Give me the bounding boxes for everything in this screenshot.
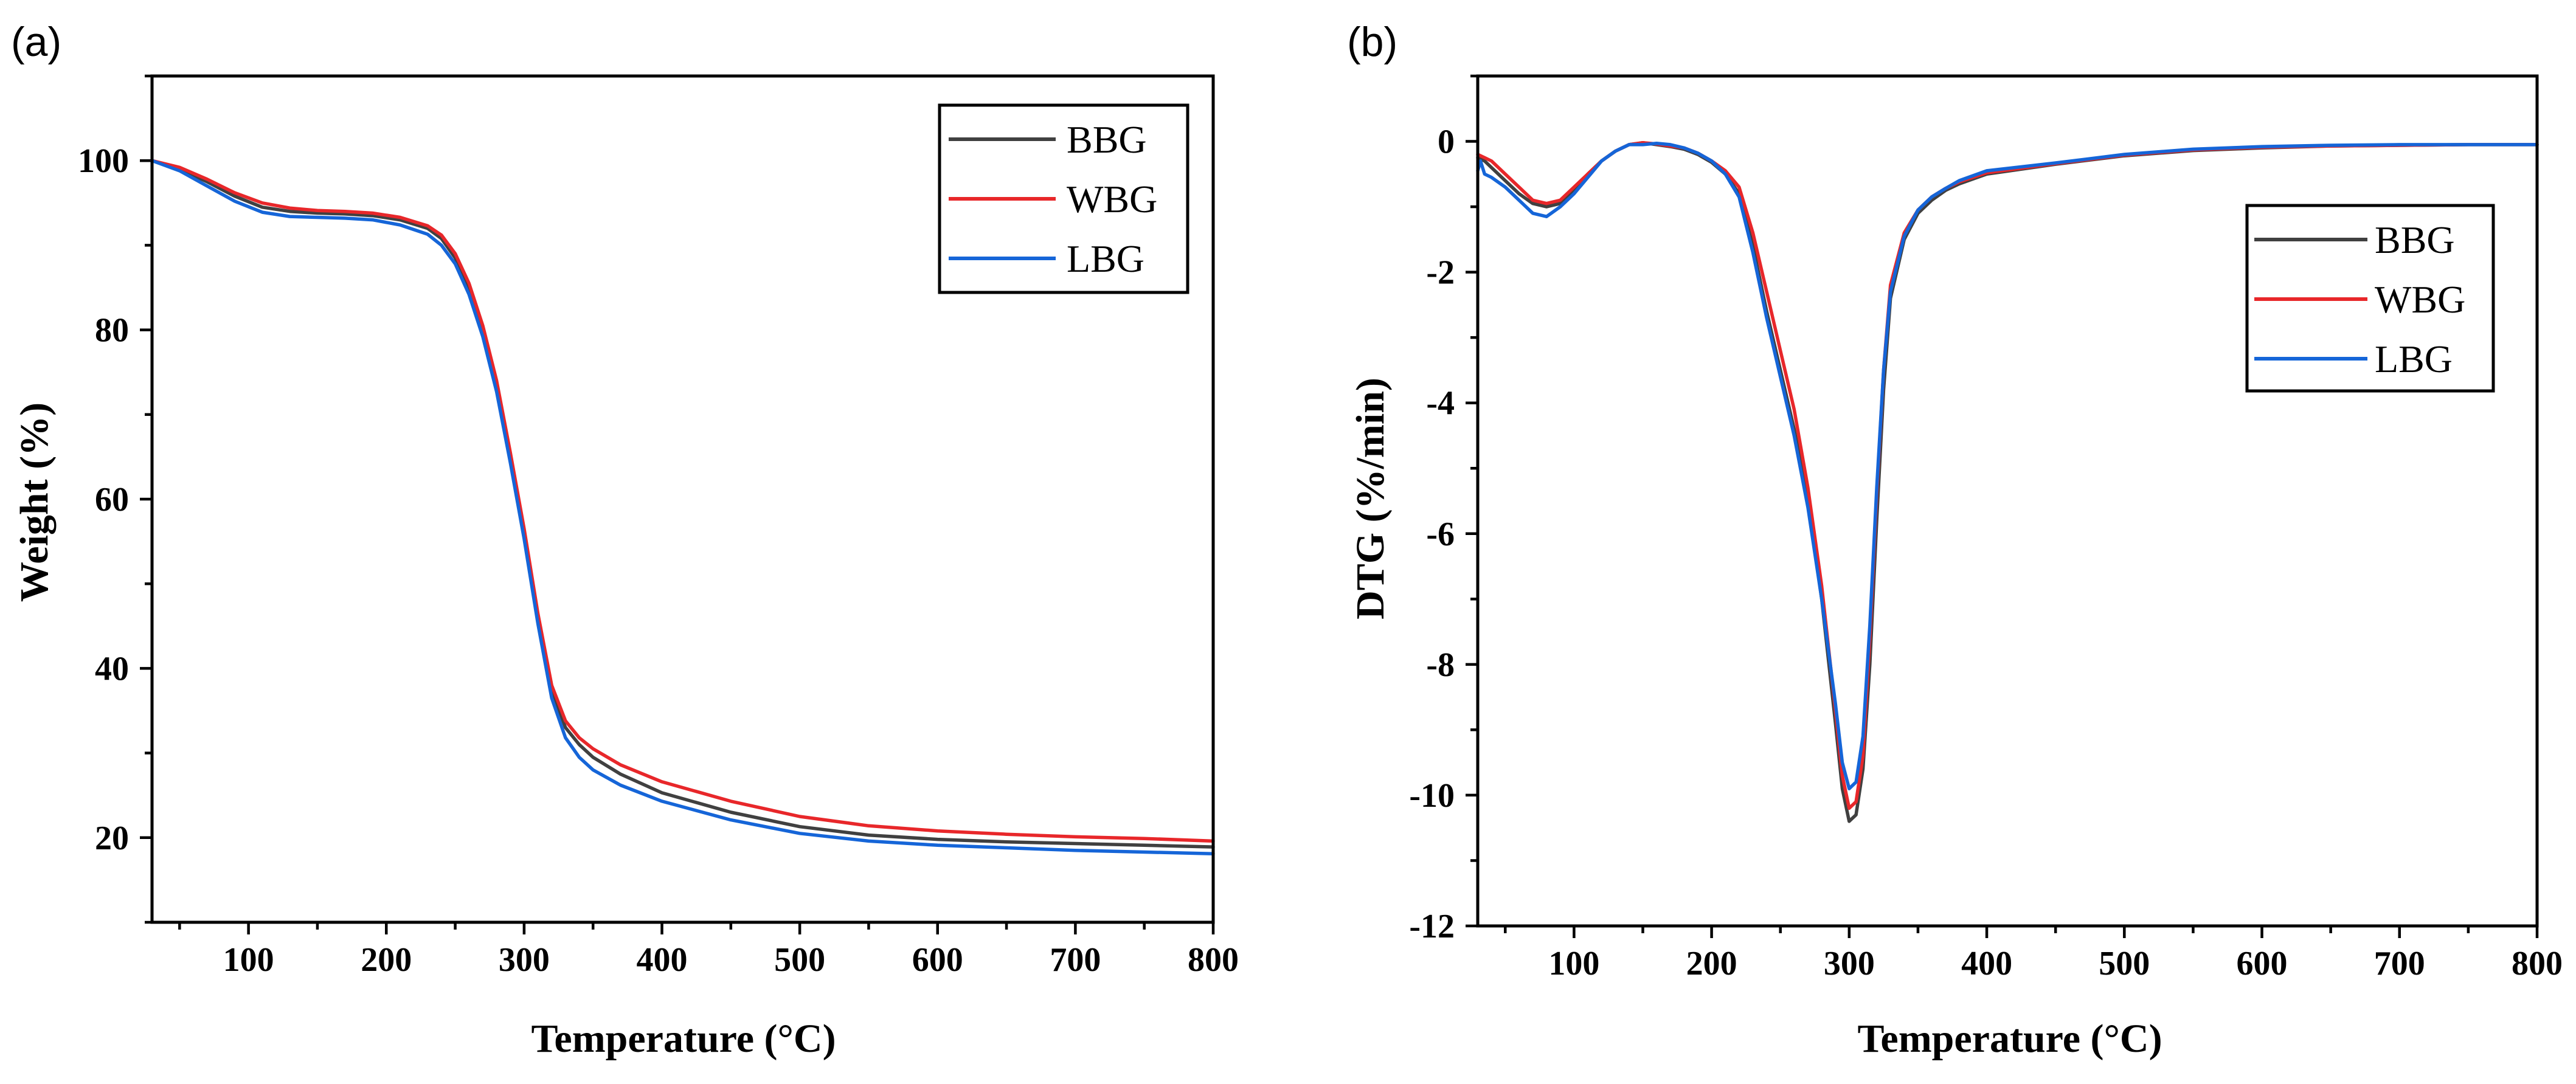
x-tick-label: 300 <box>1824 945 1875 982</box>
series-line-wbg <box>1476 140 2539 810</box>
x-tick-label: 300 <box>499 941 550 979</box>
x-tick-label: 800 <box>1188 941 1239 979</box>
x-tick-label: 400 <box>1961 945 2012 982</box>
x-tick-label: 500 <box>2099 945 2150 982</box>
panel-a-y-axis-title: Weight (%) <box>12 402 57 602</box>
panel-b: (b) Temperature (°C) DTG (%/min) 100 200 3… <box>1347 19 2563 1061</box>
y-tick-label: 20 <box>95 820 129 857</box>
legend-label-bbg: BBG <box>2375 218 2455 261</box>
panel-a-legend-box <box>938 103 1189 294</box>
series-line-lbg <box>1476 142 2539 790</box>
series-line-wbg <box>150 159 1215 843</box>
series-line-bbg <box>150 159 1215 849</box>
panel-a-x-axis-title: Temperature (°C) <box>531 1017 836 1061</box>
panel-b-y-axis-title: DTG (%/min) <box>1348 378 1393 620</box>
x-tick-label: 600 <box>2237 945 2288 982</box>
series-line-lbg <box>150 159 1215 855</box>
x-tick-label: 800 <box>2512 945 2563 982</box>
x-tick-label: 200 <box>1686 945 1737 982</box>
legend-label-wbg: WBG <box>2375 278 2465 321</box>
y-tick-label: 80 <box>95 312 129 350</box>
x-tick-label: 700 <box>1050 941 1101 979</box>
legend-label-lbg: LBG <box>2375 337 2453 381</box>
y-tick-label: 100 <box>78 142 129 180</box>
panel-b-plot-frame <box>1476 74 2539 928</box>
panel-b-legend-box <box>2245 204 2495 393</box>
y-tick-label: -10 <box>1409 777 1455 815</box>
panel-a: (a) Temperature (°C) Weight (%) 100 200 30… <box>11 19 1239 1061</box>
x-tick-label: 400 <box>637 941 688 979</box>
panel-b-ticks: 100 200 300 400 500 600 700 800 -12 -10 -8 -6 -4 -2 0 <box>1409 74 2563 982</box>
y-tick-label: -6 <box>1426 516 1455 553</box>
panel-a-ticks: 100 200 300 400 500 600 700 800 20 40 60 80 100 <box>78 74 1239 979</box>
y-tick-label: 0 <box>1438 123 1455 161</box>
x-tick-label: 100 <box>1548 945 1599 982</box>
y-tick-label: -4 <box>1426 385 1455 423</box>
y-tick-label: -2 <box>1426 254 1455 292</box>
y-tick-label: 40 <box>95 650 129 688</box>
x-tick-label: 500 <box>774 941 825 979</box>
x-tick-label: 700 <box>2374 945 2425 982</box>
panel-a-label: (a) <box>11 19 61 65</box>
panel-a-legend: BBG WBG LBG <box>938 103 1189 294</box>
panel-b-label: (b) <box>1347 19 1397 65</box>
y-tick-label: -8 <box>1426 646 1455 684</box>
x-tick-label: 600 <box>912 941 963 979</box>
x-tick-label: 100 <box>223 941 274 979</box>
y-tick-label: 60 <box>95 481 129 519</box>
x-tick-label: 200 <box>361 941 412 979</box>
panel-a-plot-frame <box>150 74 1215 924</box>
legend-label-lbg: LBG <box>1067 237 1144 280</box>
panel-b-series <box>1476 140 2539 823</box>
panel-b-x-axis-title: Temperature (°C) <box>1857 1017 2162 1061</box>
panel-b-legend: BBG WBG LBG <box>2245 204 2495 393</box>
legend-label-bbg: BBG <box>1067 118 1147 161</box>
y-tick-label: -12 <box>1409 908 1455 945</box>
legend-label-wbg: WBG <box>1067 178 1157 221</box>
panel-a-series <box>150 159 1215 855</box>
